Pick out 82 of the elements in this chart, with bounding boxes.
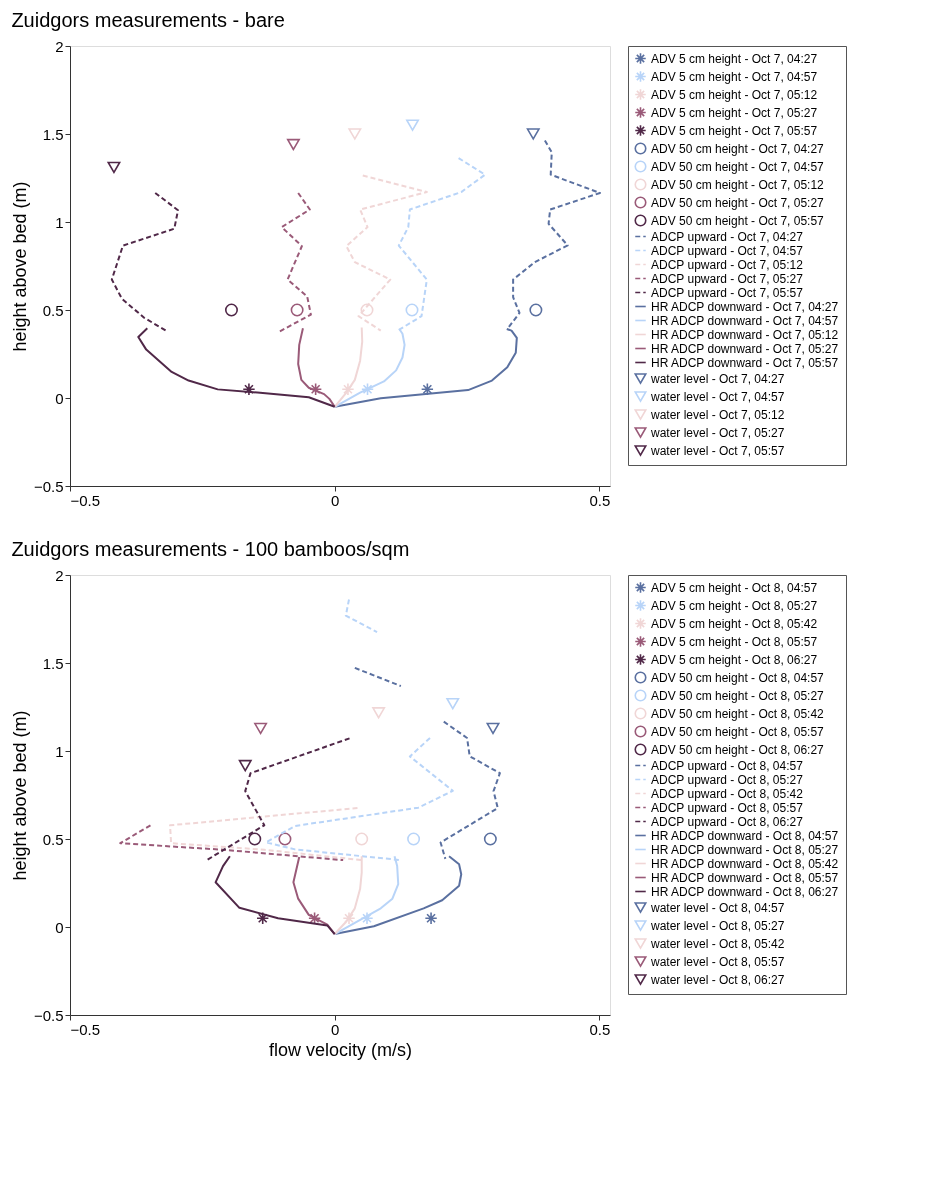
legend-label: ADV 50 cm height - Oct 8, 04:57 <box>651 670 825 685</box>
legend-label: water level - Oct 8, 06:27 <box>650 972 785 987</box>
legend-label: ADV 5 cm height - Oct 7, 05:57 <box>651 123 818 138</box>
legend-label: HR ADCP downward - Oct 8, 05:42 <box>651 856 839 871</box>
legend-label: ADV 50 cm height - Oct 7, 04:27 <box>651 141 825 156</box>
legend-label: ADV 5 cm height - Oct 8, 06:27 <box>651 652 818 667</box>
line-series <box>297 327 336 408</box>
legend-label: ADV 50 cm height - Oct 7, 05:27 <box>651 195 825 210</box>
legend-label: HR ADCP downward - Oct 8, 06:27 <box>651 884 839 899</box>
legend-label: HR ADCP downward - Oct 7, 05:57 <box>651 355 839 370</box>
legend-label: ADV 5 cm height - Oct 7, 05:27 <box>651 105 818 120</box>
legend-label: ADV 5 cm height - Oct 7, 04:57 <box>651 69 818 84</box>
x-tick-label: 0 <box>331 1020 340 1038</box>
y-tick-label: 0.5 <box>42 830 64 848</box>
y-tick-label: 0 <box>55 918 64 936</box>
legend-label: ADV 5 cm height - Oct 8, 05:42 <box>651 616 818 631</box>
x-tick-label: −0.5 <box>70 491 101 509</box>
y-tick-label: 2 <box>55 37 64 55</box>
legend-label: ADV 5 cm height - Oct 7, 05:12 <box>651 87 818 102</box>
line-series <box>333 855 463 936</box>
legend-label: HR ADCP downward - Oct 8, 05:27 <box>651 842 839 857</box>
legend-label: HR ADCP downward - Oct 7, 05:12 <box>651 327 839 342</box>
legend-label: ADV 50 cm height - Oct 7, 05:12 <box>651 177 825 192</box>
legend-label: ADV 50 cm height - Oct 7, 04:57 <box>651 159 825 174</box>
legend-label: water level - Oct 8, 05:42 <box>650 936 785 951</box>
y-tick-label: 1.5 <box>42 654 64 672</box>
y-axis-title: height above bed (m) <box>9 710 30 881</box>
legend-label: water level - Oct 7, 05:12 <box>650 407 785 422</box>
legend-label: water level - Oct 8, 05:57 <box>650 954 785 969</box>
y-axis-title: height above bed (m) <box>9 181 30 352</box>
legend-label: ADCP upward - Oct 7, 05:27 <box>651 271 804 286</box>
line-series <box>137 327 336 408</box>
legend-label: ADCP upward - Oct 7, 04:57 <box>651 243 804 258</box>
legend-label: water level - Oct 7, 04:27 <box>650 371 785 386</box>
legend-label: ADCP upward - Oct 7, 04:27 <box>651 229 804 244</box>
legend-label: HR ADCP downward - Oct 8, 05:57 <box>651 870 839 885</box>
y-tick-label: 0 <box>55 389 64 407</box>
legend-label: water level - Oct 7, 04:57 <box>650 389 785 404</box>
legend-label: ADV 50 cm height - Oct 8, 05:42 <box>651 706 825 721</box>
legend-label: ADV 50 cm height - Oct 7, 05:57 <box>651 213 825 228</box>
legend-label: ADCP upward - Oct 8, 05:27 <box>651 772 804 787</box>
x-axis-title: flow velocity (m/s) <box>268 1039 413 1060</box>
legend-label: ADCP upward - Oct 8, 06:27 <box>651 814 804 829</box>
legend-label: water level - Oct 8, 04:57 <box>650 900 785 915</box>
legend-label: ADV 50 cm height - Oct 8, 06:27 <box>651 742 825 757</box>
x-tick-label: 0.5 <box>589 1020 611 1038</box>
chart-title: Zuidgors measurements - bare <box>11 9 285 31</box>
legend-label: ADV 50 cm height - Oct 8, 05:57 <box>651 724 825 739</box>
legend-label: ADCP upward - Oct 8, 05:42 <box>651 786 804 801</box>
legend-label: ADV 5 cm height - Oct 8, 05:57 <box>651 634 818 649</box>
y-tick-label: 1 <box>55 742 64 760</box>
line-series <box>345 174 428 332</box>
y-tick-label: 2 <box>55 566 64 584</box>
legend-label: ADV 50 cm height - Oct 8, 05:27 <box>651 688 825 703</box>
x-tick-label: 0 <box>331 491 340 509</box>
legend-label: HR ADCP downward - Oct 8, 04:57 <box>651 828 839 843</box>
y-tick-label: −0.5 <box>33 477 64 495</box>
line-series <box>278 191 312 333</box>
legend-label: water level - Oct 8, 05:27 <box>650 918 785 933</box>
legend-label: ADCP upward - Oct 8, 04:57 <box>651 758 804 773</box>
legend-label: ADCP upward - Oct 7, 05:12 <box>651 257 804 272</box>
line-series <box>110 191 179 333</box>
y-tick-label: 1.5 <box>42 125 64 143</box>
legend-label: ADV 5 cm height - Oct 8, 05:27 <box>651 598 818 613</box>
legend-label: ADV 5 cm height - Oct 7, 04:27 <box>651 51 818 66</box>
line-series <box>333 326 364 408</box>
y-tick-label: 0.5 <box>42 301 64 319</box>
legend-label: water level - Oct 7, 05:57 <box>650 443 785 458</box>
line-series <box>214 855 336 936</box>
legend-label: HR ADCP downward - Oct 7, 04:57 <box>651 313 839 328</box>
x-tick-label: 0.5 <box>589 491 611 509</box>
legend-label: ADV 5 cm height - Oct 8, 04:57 <box>651 580 818 595</box>
x-tick-label: −0.5 <box>70 1020 101 1038</box>
legend-label: HR ADCP downward - Oct 7, 04:27 <box>651 299 839 314</box>
y-tick-label: −0.5 <box>33 1006 64 1024</box>
chart-title: Zuidgors measurements - 100 bamboos/sqm <box>11 538 410 560</box>
legend-label: ADCP upward - Oct 8, 05:57 <box>651 800 804 815</box>
line-series <box>206 737 351 861</box>
legend-label: ADCP upward - Oct 7, 05:57 <box>651 285 804 300</box>
legend-label: HR ADCP downward - Oct 7, 05:27 <box>651 341 839 356</box>
y-tick-label: 1 <box>55 213 64 231</box>
legend-label: water level - Oct 7, 05:27 <box>650 425 785 440</box>
